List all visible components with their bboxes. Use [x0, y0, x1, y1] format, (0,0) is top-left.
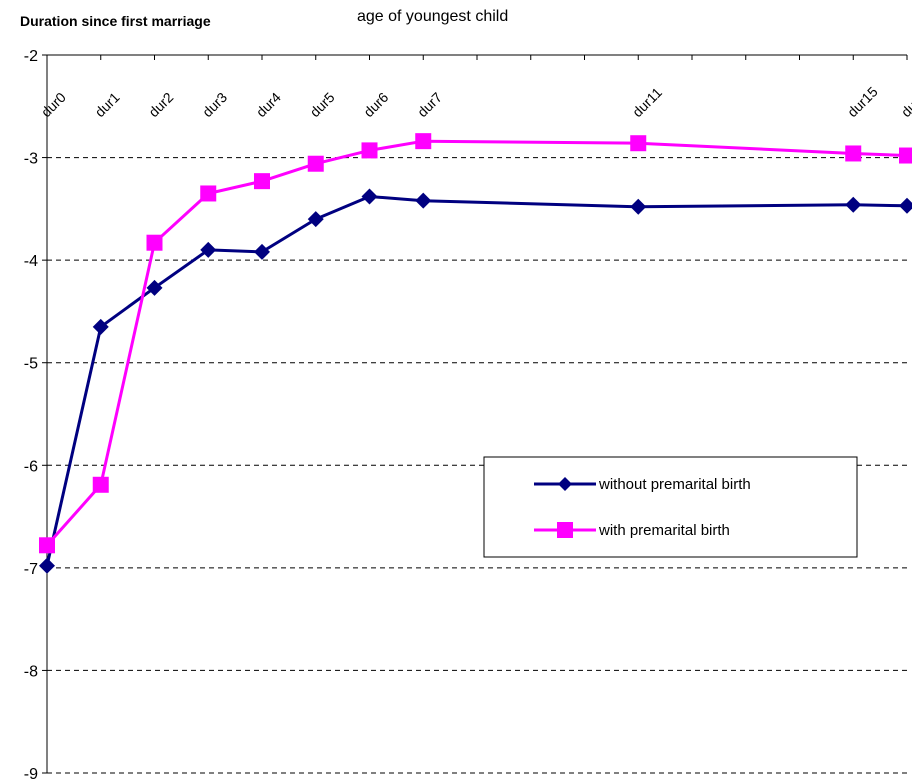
x-tick-label: dur6	[360, 89, 391, 120]
data-point-diamond	[254, 243, 270, 260]
x-tick-label: dur2	[145, 89, 176, 120]
data-point-square	[361, 142, 378, 159]
y-tick-label: -7	[24, 561, 38, 578]
data-point-diamond	[146, 279, 163, 296]
data-point-square	[39, 537, 55, 554]
data-point-diamond	[415, 192, 432, 209]
y-tick-label: -2	[24, 48, 38, 65]
y-tick-label: -6	[24, 458, 38, 475]
data-point-diamond	[307, 211, 324, 228]
legend: without premarital birth with premarital …	[483, 456, 858, 558]
x-tick-label: dur7	[414, 89, 445, 120]
data-point-square	[307, 155, 324, 172]
x-tick-label: dur11	[629, 84, 665, 120]
data-point-diamond	[899, 197, 912, 214]
data-point-diamond	[361, 188, 378, 205]
x-tick-label: dur1	[92, 89, 123, 120]
data-point-square	[899, 147, 912, 164]
y-tick-label: -3	[24, 151, 38, 168]
data-point-diamond	[630, 198, 647, 215]
y-tick-label: -4	[24, 253, 38, 270]
x-tick-label: dur5	[307, 89, 338, 120]
x-tick-label: dur15	[844, 83, 881, 120]
gridlines	[47, 54, 907, 671]
data-point-square	[254, 173, 270, 190]
y-tick-label: -5	[24, 356, 38, 373]
legend-marker-square	[557, 522, 573, 538]
y-tick-label: -9	[24, 766, 38, 783]
series-layer	[39, 133, 912, 574]
legend-label: with premarital birth	[598, 522, 730, 539]
data-point-diamond	[200, 241, 217, 258]
data-point-square	[92, 476, 109, 493]
chart-subtitle: age of youngest child	[357, 8, 508, 25]
legend-label: without premarital birth	[598, 476, 751, 493]
axes	[42, 54, 908, 774]
x-tick-label: dur15+	[898, 78, 912, 120]
x-tick-label: dur0	[38, 89, 69, 120]
y-tick-label: -8	[24, 663, 38, 680]
chart-title: Duration since first marriage	[20, 13, 211, 29]
x-tick-labels: dur0 dur1 dur2 dur3 dur4 dur5 dur6 dur7 dur11 dur…	[38, 78, 912, 120]
data-point-square	[200, 185, 217, 202]
x-tick-label: dur3	[199, 89, 230, 120]
data-point-diamond	[39, 557, 55, 574]
data-point-square	[415, 133, 432, 150]
y-tick-labels: -2 -3 -4 -5 -6 -7 -8 -9	[24, 48, 38, 783]
data-point-diamond	[92, 318, 109, 335]
x-tick-label: dur4	[253, 89, 284, 120]
data-point-square	[146, 234, 163, 251]
legend-box	[483, 456, 858, 558]
data-point-diamond	[845, 196, 862, 213]
data-point-square	[630, 135, 647, 152]
legend-marker-diamond	[558, 477, 572, 491]
data-point-square	[845, 145, 862, 162]
